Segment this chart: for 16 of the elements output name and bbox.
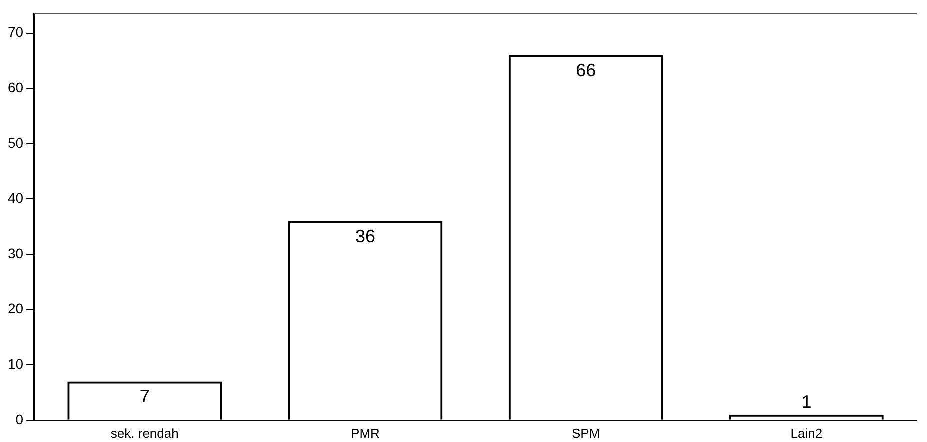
y-tick-label: 0 bbox=[16, 411, 24, 428]
y-tick-label: 10 bbox=[8, 356, 24, 372]
x-tick-label: SPM bbox=[572, 426, 600, 441]
x-tick-label: Lain2 bbox=[790, 426, 823, 441]
x-tick-label: sek. rendah bbox=[110, 426, 179, 441]
data-label: 66 bbox=[576, 60, 596, 80]
y-tick-label: 70 bbox=[8, 24, 24, 40]
y-tick-label: 60 bbox=[8, 80, 24, 96]
data-label: 7 bbox=[140, 386, 150, 407]
data-label: 1 bbox=[802, 392, 812, 412]
y-tick-label: 20 bbox=[8, 300, 24, 317]
x-tick-label: PMR bbox=[351, 426, 380, 441]
data-label: 36 bbox=[355, 226, 376, 246]
y-tick-label: 30 bbox=[8, 245, 24, 262]
y-tick-label: 50 bbox=[8, 134, 24, 151]
y-tick-label: 40 bbox=[8, 190, 24, 206]
